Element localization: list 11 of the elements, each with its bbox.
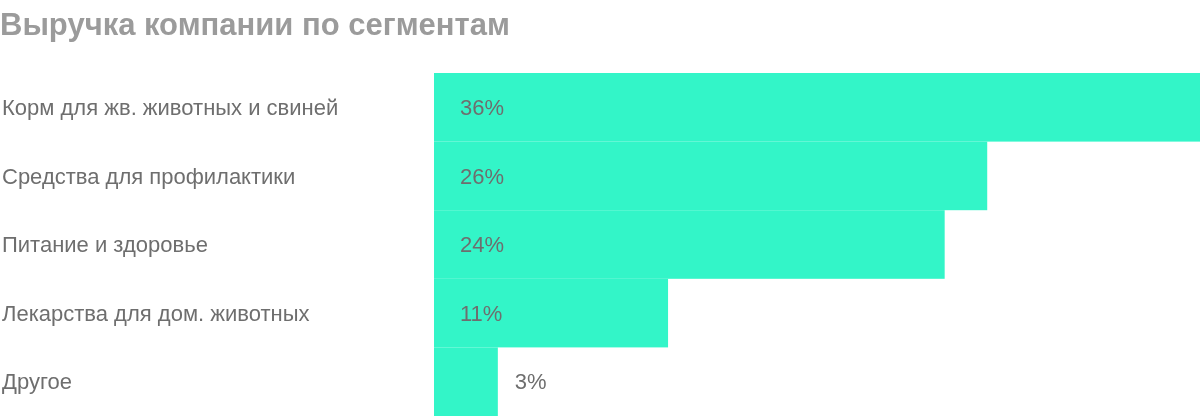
y-tick-label: Средства для профилактики (2, 163, 296, 189)
data-label: 36% (460, 95, 505, 120)
data-label: 11% (460, 300, 503, 326)
y-tick-label: Питание и здоровье (2, 232, 208, 258)
chart-title: Выручка компании по сегментам (0, 7, 510, 42)
data-label: 24% (460, 232, 505, 258)
y-tick-label: Корм для жв. животных и свиней (2, 95, 339, 120)
y-tick-label: Лекарства для дом. животных (2, 300, 310, 326)
data-label: 3% (514, 369, 547, 395)
data-label: 26% (460, 163, 505, 189)
y-tick-label: Другое (2, 369, 72, 395)
